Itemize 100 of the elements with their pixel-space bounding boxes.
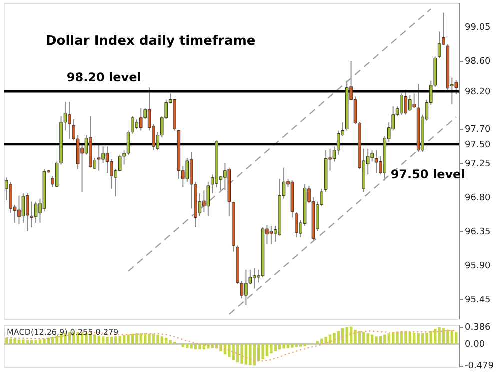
ref-line-label: 98.20 level <box>66 70 142 84</box>
bar <box>38 340 42 344</box>
bar <box>282 344 286 349</box>
y-tick-label: 97.70 <box>465 125 492 136</box>
bar <box>262 344 264 360</box>
y-tick-label: 96.80 <box>465 193 492 204</box>
bar <box>354 330 357 344</box>
bar <box>198 344 202 350</box>
bar <box>240 344 244 364</box>
candlestick <box>295 212 298 238</box>
bar <box>156 334 160 344</box>
bar <box>118 336 122 344</box>
bar <box>366 333 370 344</box>
candlestick <box>337 130 340 156</box>
y-tick-label: -0.479 <box>465 362 494 372</box>
candlestick <box>97 144 101 172</box>
bar <box>249 344 252 366</box>
bar <box>379 336 382 344</box>
candlestick <box>370 150 374 162</box>
bar <box>34 340 38 344</box>
candlestick <box>244 269 248 306</box>
y-tick-label: 98.60 <box>465 57 492 68</box>
candlestick <box>102 146 105 164</box>
bar <box>295 344 298 348</box>
bar <box>342 328 344 344</box>
bar <box>270 344 273 354</box>
candlestick <box>68 102 72 140</box>
bar <box>22 340 25 344</box>
bar <box>417 333 420 344</box>
bar <box>43 338 46 344</box>
bar <box>362 332 366 344</box>
bar <box>324 337 328 344</box>
bar <box>160 336 164 344</box>
bar <box>442 328 446 344</box>
candlestick <box>438 31 442 59</box>
bar <box>412 333 416 344</box>
bar <box>232 344 235 360</box>
candlestick <box>135 118 139 130</box>
ref-line-label: 97.50 level <box>390 167 466 182</box>
bar <box>190 344 193 349</box>
bar <box>404 331 408 344</box>
bar <box>56 336 58 344</box>
bar <box>14 338 16 344</box>
bar <box>136 333 138 344</box>
bar <box>333 333 336 344</box>
candlestick <box>106 146 110 174</box>
candlestick <box>202 190 206 213</box>
bar <box>388 333 390 344</box>
bar <box>426 333 428 344</box>
candlestick <box>22 193 26 224</box>
bar <box>396 332 399 344</box>
y-tick-label: 95.45 <box>465 295 491 306</box>
bar <box>446 330 450 344</box>
candlestick <box>412 93 416 109</box>
bar <box>278 344 282 350</box>
line-series <box>6 330 457 362</box>
y-tick-label: 98.20 <box>465 87 492 98</box>
candlestick <box>400 93 404 116</box>
bar <box>455 332 458 344</box>
bar <box>346 327 348 344</box>
bar <box>438 327 441 344</box>
bar <box>244 344 248 365</box>
bar <box>182 344 185 348</box>
y-tick-label: 0.00 <box>465 340 486 350</box>
y-tick-label: 96.35 <box>465 227 491 238</box>
candlestick <box>34 201 38 224</box>
bar <box>98 336 100 344</box>
bar <box>106 337 109 344</box>
bar <box>127 334 130 344</box>
y-tick-label: 99.05 <box>465 23 491 34</box>
y-tick-label: 97.50 <box>465 140 492 150</box>
bar <box>291 344 294 348</box>
bar <box>220 344 222 352</box>
bar <box>299 344 302 347</box>
bar <box>114 336 118 344</box>
bar <box>375 336 378 344</box>
bar <box>286 344 290 348</box>
bar <box>266 344 269 356</box>
candlestick <box>374 150 378 174</box>
candlestick <box>206 182 210 217</box>
bar <box>274 344 277 352</box>
bar <box>228 344 231 358</box>
candlestick <box>240 280 244 300</box>
candlestick <box>18 195 21 225</box>
bar <box>186 344 189 348</box>
bar <box>18 340 21 344</box>
bar <box>148 334 151 344</box>
y-tick-label: 95.90 <box>465 261 492 272</box>
y-tick-label: 97.25 <box>465 159 491 170</box>
candlestick <box>270 226 274 245</box>
bar <box>102 336 105 344</box>
bar <box>257 344 260 362</box>
bar <box>110 337 114 344</box>
bar <box>236 344 240 363</box>
bar <box>94 334 96 344</box>
text: Dollar Index daily timeframe <box>46 34 256 49</box>
bar <box>26 340 30 344</box>
bar <box>194 344 198 350</box>
bar <box>421 333 424 344</box>
y-tick-label: 0.386 <box>465 322 492 333</box>
